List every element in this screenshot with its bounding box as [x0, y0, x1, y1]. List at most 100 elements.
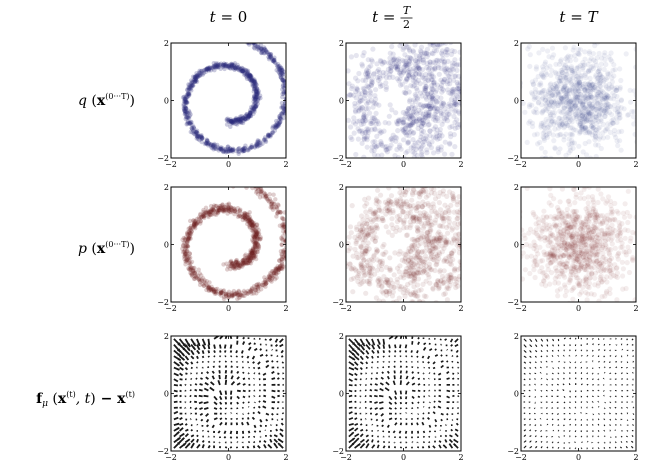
scatter-point [448, 258, 454, 264]
scatter-point [406, 133, 412, 139]
scatter-point [568, 251, 574, 257]
scatter-point [579, 255, 585, 261]
scatter-point [430, 178, 435, 183]
scatter-point [396, 70, 402, 76]
scatter-point [252, 234, 257, 240]
panel-q-tT: −2 0 2−202 [507, 34, 638, 169]
scatter-point [408, 112, 414, 118]
scatter-point [184, 100, 189, 105]
scatter-point [568, 106, 574, 112]
scatter-point [578, 106, 584, 112]
scatter-point [251, 226, 257, 232]
scatter-point [423, 244, 430, 250]
scatter-point [247, 74, 253, 79]
scatter-point [259, 46, 264, 51]
scatter-point [239, 148, 245, 153]
scatter-point [253, 43, 258, 48]
scatter-point [282, 247, 286, 253]
scatter-point [189, 88, 194, 93]
scatter-point [256, 44, 261, 49]
scatter-point [199, 278, 205, 284]
scatter-point [565, 88, 571, 94]
scatter-point [423, 211, 429, 217]
scatter-point [456, 110, 461, 116]
scatter-point [573, 103, 579, 109]
scatter-point [419, 67, 426, 73]
scatter-point [432, 196, 439, 202]
scatter-point [597, 83, 603, 89]
scatter-point [277, 72, 283, 77]
scatter-point [550, 132, 556, 138]
scatter-point [376, 276, 382, 282]
scatter-point [195, 219, 201, 225]
scatter-point [283, 89, 286, 94]
scatter-point [578, 75, 584, 82]
scatter-point [417, 266, 423, 272]
scatter-point [542, 274, 548, 280]
scatter-point [188, 227, 193, 233]
scatter-point [186, 91, 191, 97]
scatter-point [354, 224, 360, 230]
scatter-point [446, 207, 452, 214]
scatter-point [377, 81, 383, 87]
scatter-point [415, 228, 421, 234]
scatter-point [188, 87, 193, 92]
scatter-point [596, 112, 603, 118]
scatter-point [434, 239, 440, 245]
scatter-point [272, 60, 277, 65]
scatter-point [228, 119, 233, 124]
scatter-point [405, 115, 412, 121]
scatter-point [259, 46, 264, 51]
scatter-point [253, 104, 259, 110]
scatter-point [418, 191, 424, 197]
scatter-point [418, 240, 424, 246]
scatter-point [410, 74, 417, 80]
scatter-point [451, 248, 457, 254]
scatter-point [190, 74, 196, 79]
scatter-point [361, 109, 367, 115]
scatter-point [567, 34, 572, 39]
scatter-point [273, 197, 278, 202]
scatter-point [585, 249, 592, 255]
scatter-point [559, 95, 565, 101]
scatter-point [419, 123, 425, 129]
scatter-point [594, 120, 600, 127]
scatter-point [509, 229, 514, 234]
scatter-point [381, 274, 387, 280]
scatter-point [356, 271, 362, 277]
scatter-point [258, 236, 263, 241]
scatter-point [451, 275, 457, 281]
scatter-point [402, 192, 408, 198]
scatter-point [416, 254, 422, 260]
scatter-point [568, 265, 574, 271]
scatter-point [249, 178, 253, 182]
scatter-point [273, 60, 278, 66]
scatter-point [437, 235, 443, 241]
scatter-point [425, 103, 431, 109]
scatter-point [467, 119, 472, 124]
scatter-point [415, 204, 421, 210]
scatter-point [280, 72, 285, 77]
scatter-point [581, 106, 587, 112]
scatter-point [404, 204, 410, 210]
scatter-point [416, 37, 421, 42]
scatter-point [411, 187, 417, 193]
scatter-point [241, 148, 247, 153]
scatter-point [261, 137, 267, 142]
scatter-point [544, 132, 550, 138]
scatter-point [242, 215, 248, 221]
scatter-point [255, 142, 260, 147]
scatter-point [185, 119, 191, 124]
scatter-point [408, 83, 414, 89]
scatter-point [253, 81, 258, 87]
scatter-point [374, 225, 380, 232]
scatter-point [372, 93, 378, 99]
scatter-point [409, 257, 415, 263]
scatter-point [245, 221, 250, 227]
scatter-point [572, 70, 578, 76]
scatter-point [255, 92, 260, 97]
scatter-point [224, 208, 230, 213]
scatter-point [593, 114, 600, 120]
scatter-point [357, 227, 364, 233]
scatter-point [211, 147, 216, 152]
